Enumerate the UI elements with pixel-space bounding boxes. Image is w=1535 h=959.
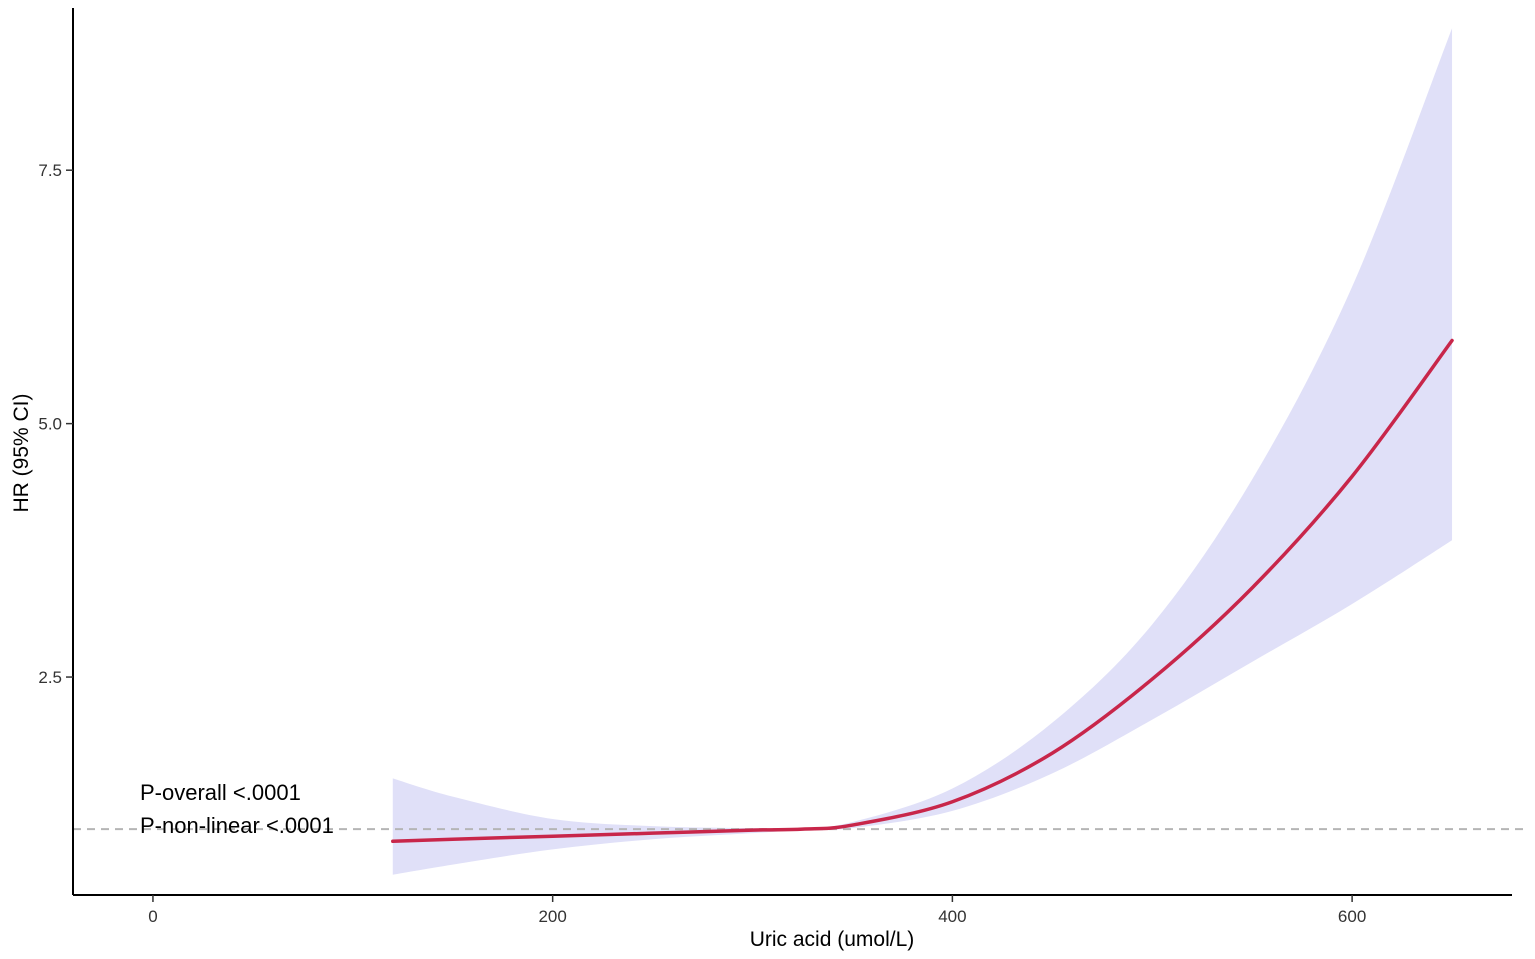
hazard-ratio-line	[391, 338, 1454, 844]
annotation-p-overall: P-overall <.0001	[140, 780, 301, 805]
hazard-ratio-line-layer	[391, 338, 1454, 844]
y-axis-title: HR (95% CI)	[10, 393, 33, 512]
y-tick-label-5: 5.0	[38, 415, 62, 434]
x-tick-label-400: 400	[938, 907, 966, 926]
confidence-band	[392, 28, 1453, 875]
annotation-p-non-linear: P-non-linear <.0001	[140, 813, 334, 838]
x-tick-label-200: 200	[538, 907, 566, 926]
x-tick-label-0: 0	[148, 907, 157, 926]
axes-layer	[72, 8, 1512, 896]
y-tick-label-2.5: 2.5	[38, 668, 62, 687]
y-tick-label-7.5: 7.5	[38, 161, 62, 180]
x-tick-label-600: 600	[1338, 907, 1366, 926]
x-axis-title: Uric acid (umol/L)	[750, 928, 915, 951]
confidence-band-layer	[392, 28, 1453, 875]
tick-layer: 0 200 400 600 2.5 5.0 7.5	[38, 161, 1366, 926]
